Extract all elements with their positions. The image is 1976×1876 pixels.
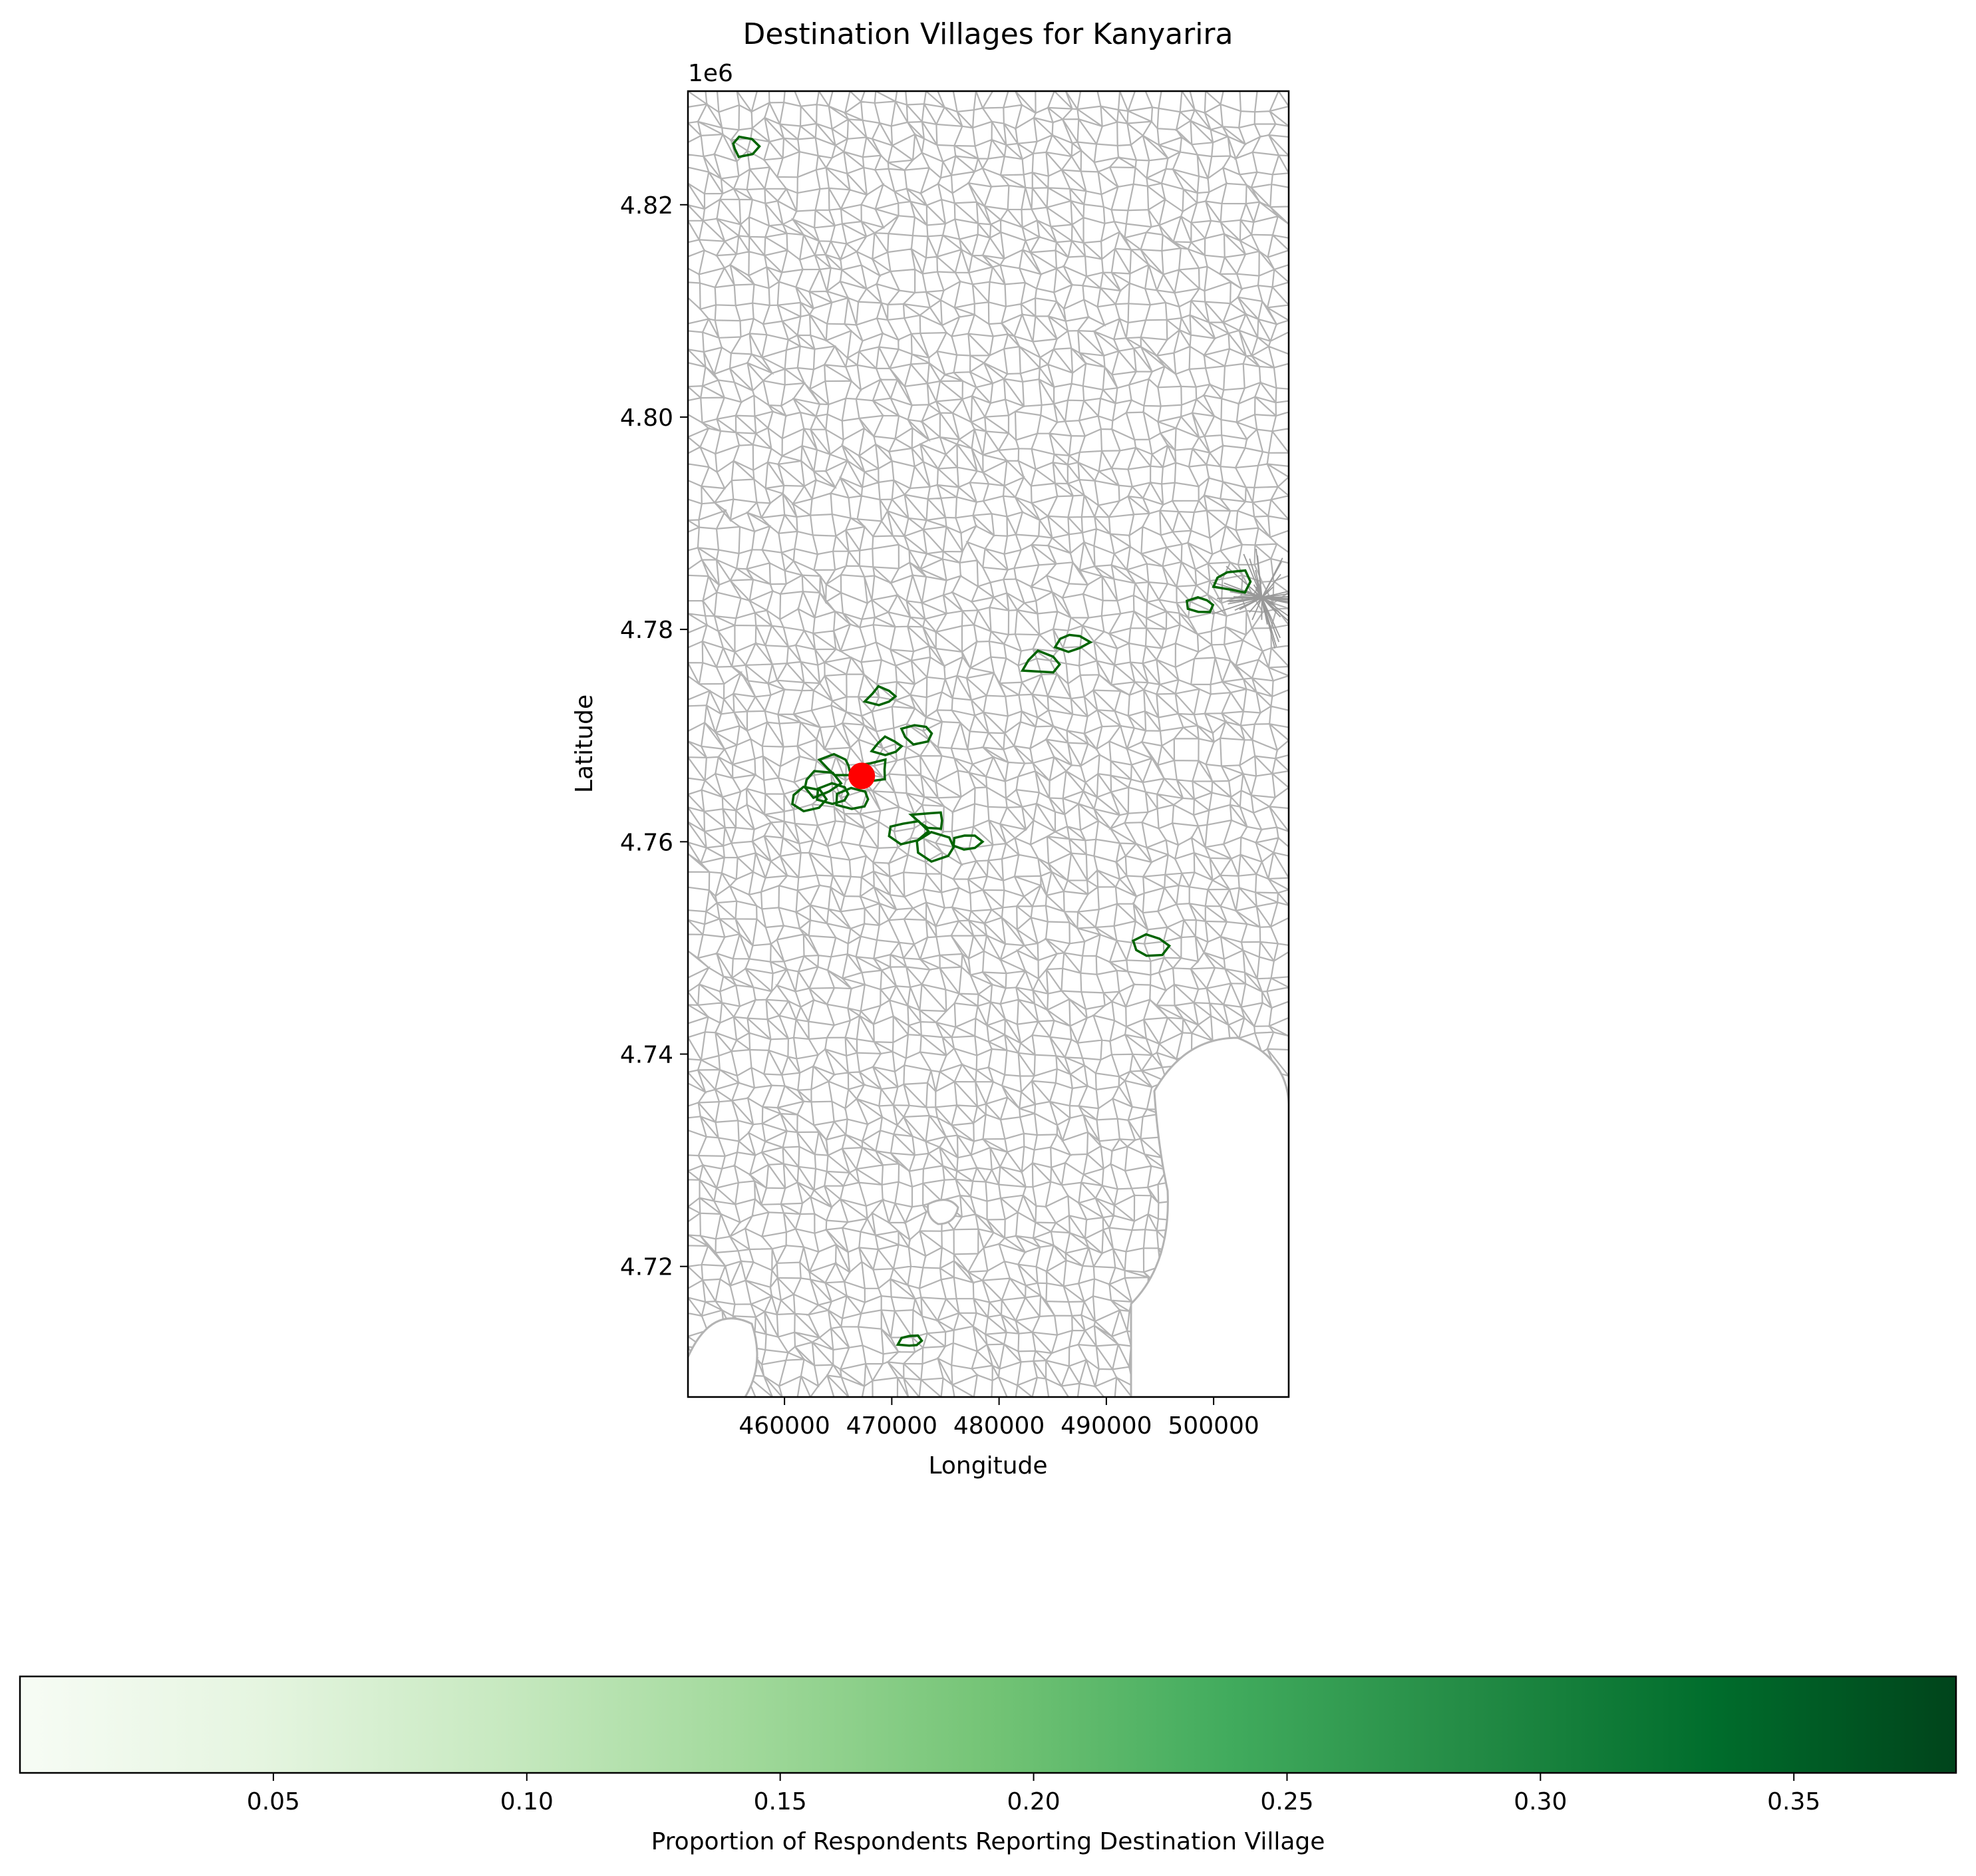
destination-village-outline <box>835 786 870 810</box>
y-tick-label: 4.76 <box>620 829 673 856</box>
destination-village-outline <box>732 135 761 158</box>
lake-area-inlet <box>927 1199 959 1225</box>
map-area <box>688 91 1289 1397</box>
chart-title: Destination Villages for Kanyarira <box>743 17 1234 51</box>
destination-village-outline <box>900 724 933 746</box>
destination-village-outline <box>862 685 898 706</box>
x-tick-label: 500000 <box>1168 1412 1259 1440</box>
village-boundary-mesh <box>688 91 1289 1397</box>
destination-village-outline <box>870 735 904 756</box>
y-tick-label: 4.80 <box>620 404 673 432</box>
colorbar-gradient <box>19 1675 1957 1774</box>
colorbar-tick-label: 0.10 <box>500 1788 554 1815</box>
destination-village-outline <box>908 811 943 830</box>
y-axis-label: Latitude <box>571 695 598 793</box>
destination-village-outline <box>804 770 843 800</box>
colorbar-ticks: 0.05 0.10 0.15 0.20 0.25 0.30 0.35 <box>247 1773 1820 1815</box>
colorbar-tick-label: 0.25 <box>1260 1788 1313 1815</box>
colorbar-tick-label: 0.35 <box>1767 1788 1820 1815</box>
destination-village-outline <box>817 752 853 776</box>
destination-village-outline <box>1020 649 1061 674</box>
destination-villages <box>732 135 1252 1347</box>
colorbar: 0.05 0.10 0.15 0.20 0.25 0.30 0.35 Proportion … <box>19 1675 1957 1855</box>
lake-area <box>1130 1036 1289 1397</box>
destination-village-outline <box>1212 569 1252 594</box>
plot-frame <box>687 90 1290 1398</box>
destination-village-outline <box>1185 596 1215 613</box>
x-tick-label: 490000 <box>1061 1412 1152 1440</box>
y-offset-label: 1e6 <box>688 60 733 87</box>
destination-village-outline <box>888 820 930 846</box>
y-tick-label: 4.82 <box>620 192 673 220</box>
colorbar-label: Proportion of Respondents Reporting Dest… <box>651 1828 1325 1855</box>
y-axis: 4.72 4.74 4.76 4.78 4.80 4.82 <box>620 192 688 1281</box>
colorbar-tick-label: 0.30 <box>1514 1788 1567 1815</box>
y-tick-label: 4.72 <box>620 1254 673 1281</box>
destination-village-outline <box>915 830 955 863</box>
x-axis-label: Longitude <box>928 1452 1047 1480</box>
colorbar-tick-label: 0.15 <box>754 1788 807 1815</box>
destination-village-outline <box>1132 933 1172 957</box>
lake-area-small <box>688 1317 758 1397</box>
colorbar-tick-label: 0.05 <box>247 1788 300 1815</box>
destination-village-outline <box>896 1334 923 1347</box>
destination-village-outline <box>1053 633 1093 653</box>
destination-village-outline <box>952 834 985 851</box>
village-boundaries <box>688 91 1289 1397</box>
origin-village-marker <box>848 762 876 790</box>
y-tick-label: 4.74 <box>620 1042 673 1069</box>
urban-boundary-cluster <box>1212 548 1289 649</box>
x-axis: 460000 470000 480000 490000 500000 <box>739 1397 1259 1440</box>
colorbar-tick-label: 0.20 <box>1007 1788 1060 1815</box>
x-tick-label: 480000 <box>953 1412 1045 1440</box>
x-tick-label: 470000 <box>846 1412 937 1440</box>
y-tick-label: 4.78 <box>620 617 673 644</box>
destination-village-outline <box>816 782 850 806</box>
x-tick-label: 460000 <box>739 1412 830 1440</box>
